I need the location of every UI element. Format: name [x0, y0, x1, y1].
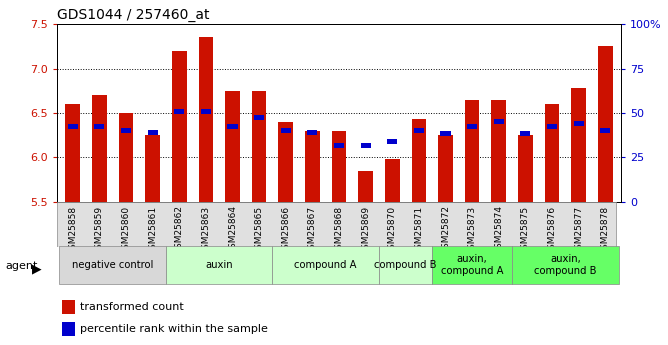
Bar [520, 131, 530, 136]
Bar [254, 115, 264, 120]
Bar [465, 100, 480, 202]
Bar [166, 246, 273, 284]
Bar [174, 109, 184, 114]
Text: auxin,
compound A: auxin, compound A [441, 254, 504, 276]
Bar [67, 124, 77, 129]
Bar [387, 139, 397, 144]
Bar [385, 159, 399, 202]
Text: auxin,
compound B: auxin, compound B [534, 254, 597, 276]
Bar [358, 171, 373, 202]
Bar [438, 135, 453, 202]
Text: GSM25860: GSM25860 [122, 205, 130, 255]
Bar [467, 124, 477, 129]
Bar [148, 130, 158, 135]
Bar [146, 135, 160, 202]
Text: GSM25870: GSM25870 [387, 205, 397, 255]
Bar [414, 128, 424, 133]
Bar [598, 46, 613, 202]
Text: GDS1044 / 257460_at: GDS1044 / 257460_at [57, 8, 209, 22]
Text: GSM25858: GSM25858 [68, 205, 77, 255]
Text: negative control: negative control [72, 260, 154, 270]
Bar [62, 300, 75, 314]
Text: GSM25859: GSM25859 [95, 205, 104, 255]
Text: GSM25863: GSM25863 [201, 205, 210, 255]
Bar [281, 128, 291, 133]
Text: percentile rank within the sample: percentile rank within the sample [80, 324, 269, 334]
Bar [94, 124, 104, 129]
Text: GSM25868: GSM25868 [335, 205, 343, 255]
Bar [571, 88, 586, 202]
Bar [198, 38, 213, 202]
Bar [59, 246, 166, 284]
Bar [379, 246, 432, 284]
Bar [65, 104, 80, 202]
Bar [225, 91, 240, 202]
Text: GSM25862: GSM25862 [175, 205, 184, 254]
Bar [518, 135, 532, 202]
Bar [307, 130, 317, 135]
Text: GSM25873: GSM25873 [468, 205, 477, 255]
Bar [119, 113, 134, 202]
Text: agent: agent [5, 262, 37, 271]
Text: GSM25877: GSM25877 [574, 205, 583, 255]
Text: auxin: auxin [205, 260, 233, 270]
Bar [62, 322, 75, 336]
Bar [544, 104, 559, 202]
Text: GSM25866: GSM25866 [281, 205, 291, 255]
Bar [601, 128, 611, 133]
Text: GSM25872: GSM25872 [441, 205, 450, 254]
Text: GSM25865: GSM25865 [255, 205, 264, 255]
Bar [494, 119, 504, 124]
Bar [492, 100, 506, 202]
Text: compound A: compound A [295, 260, 357, 270]
Bar [121, 128, 131, 133]
Bar [279, 122, 293, 202]
Bar [305, 131, 320, 202]
Text: GSM25871: GSM25871 [414, 205, 424, 255]
Bar [273, 246, 379, 284]
Bar [92, 95, 107, 202]
Text: GSM25876: GSM25876 [548, 205, 556, 255]
Bar [201, 109, 211, 114]
Text: GSM25869: GSM25869 [361, 205, 370, 255]
Text: compound B: compound B [374, 260, 437, 270]
Text: GSM25867: GSM25867 [308, 205, 317, 255]
Text: GSM25874: GSM25874 [494, 205, 503, 254]
Text: GSM25875: GSM25875 [521, 205, 530, 255]
Bar [332, 131, 346, 202]
Bar [172, 51, 186, 202]
Bar [547, 124, 557, 129]
Bar [334, 144, 344, 148]
Bar [432, 246, 512, 284]
Text: transformed count: transformed count [80, 302, 184, 312]
Text: GSM25864: GSM25864 [228, 205, 237, 254]
Bar [440, 131, 451, 136]
Bar [574, 121, 584, 126]
Bar [227, 124, 238, 129]
Bar [361, 144, 371, 148]
Text: GSM25861: GSM25861 [148, 205, 157, 255]
Bar [252, 91, 267, 202]
Bar [512, 246, 619, 284]
Text: GSM25878: GSM25878 [601, 205, 610, 255]
Bar [411, 119, 426, 202]
Text: ▶: ▶ [32, 262, 41, 275]
